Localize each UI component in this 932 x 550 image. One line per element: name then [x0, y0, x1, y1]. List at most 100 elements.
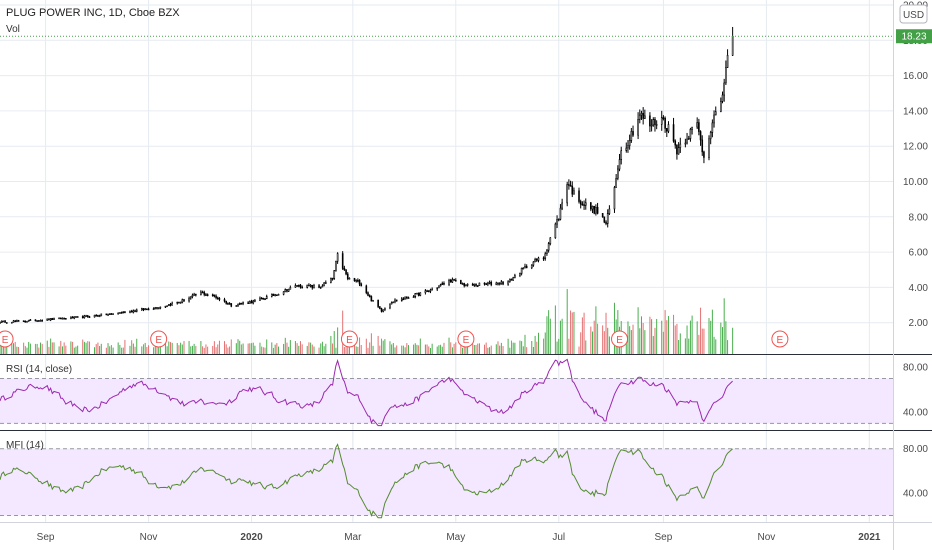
candle-body: [630, 131, 633, 141]
volume-bar: [607, 327, 609, 354]
price-axis[interactable]: 2.004.006.008.0010.0012.0014.0016.0018.0…: [903, 1, 928, 330]
candle-body: [573, 190, 575, 195]
candle-body: [478, 282, 481, 286]
currency-badge-label: USD: [903, 10, 924, 21]
rsi-label: RSI (14, close): [6, 364, 72, 375]
volume-bar: [720, 322, 722, 354]
candle-body: [142, 308, 145, 311]
volume-bar: [509, 347, 511, 354]
candle-body: [81, 316, 84, 319]
candle-body: [39, 320, 42, 322]
volume-bar: [6, 342, 8, 354]
volume-bar: [132, 343, 134, 354]
candle-body: [709, 132, 712, 140]
candle-body: [677, 147, 680, 155]
volume-bar: [536, 341, 538, 354]
candle-body: [85, 315, 87, 318]
volume-bar: [296, 343, 298, 354]
volume-bar: [664, 310, 666, 354]
candle-body: [569, 185, 572, 187]
price-tick-label: 6.00: [909, 248, 929, 259]
volume-bar: [301, 344, 303, 354]
candle-body: [613, 187, 616, 210]
candle-body: [554, 223, 557, 239]
candle-body: [519, 273, 521, 276]
candle-body: [343, 268, 346, 271]
candle-body: [412, 296, 415, 298]
candle-body: [726, 54, 729, 68]
candle-body: [731, 35, 734, 56]
volume-bar: [460, 341, 462, 354]
candle-body: [132, 310, 135, 313]
volume-bar: [195, 345, 197, 354]
volume-bar: [426, 344, 428, 354]
volume-bar: [61, 346, 63, 354]
volume-bar: [377, 335, 379, 354]
volume-bar: [242, 343, 244, 354]
candle-body: [159, 306, 162, 309]
volume-bar: [512, 342, 514, 354]
price-tick-label: 16.00: [903, 71, 928, 82]
currency-badge[interactable]: [899, 4, 928, 24]
volume-bar: [698, 334, 700, 354]
candle-body: [119, 312, 121, 314]
volume-bar: [666, 320, 668, 354]
candle-body: [0, 320, 3, 323]
candle-body: [260, 297, 263, 300]
candle-body: [157, 307, 160, 310]
volume-bar: [394, 347, 396, 354]
volume-bar: [642, 323, 644, 354]
volume-bar: [583, 312, 585, 354]
volume-bar: [264, 347, 266, 354]
candle-body: [59, 317, 62, 320]
volume-bar: [131, 340, 133, 354]
volume-bar: [119, 344, 121, 354]
time-axis[interactable]: Sep Nov 2020 Mar May Jul Sep Nov 2021: [37, 532, 881, 543]
volume-bar: [392, 343, 394, 354]
volume-bar: [477, 343, 479, 354]
candle-body: [179, 301, 182, 304]
candle-body: [642, 112, 644, 119]
volume-bar: [372, 345, 374, 354]
candle-body: [426, 290, 428, 292]
volume-bar: [686, 325, 688, 354]
volume-bar: [259, 342, 261, 354]
candle-body: [46, 318, 49, 321]
candle-body: [289, 287, 292, 290]
volume-bar: [141, 346, 143, 354]
candle-body: [227, 303, 229, 305]
volume-bar: [299, 341, 301, 354]
volume-bar: [308, 342, 310, 354]
candle-body: [242, 302, 244, 304]
candle-body: [195, 293, 197, 296]
candle-body: [640, 112, 643, 116]
volume-bar: [651, 319, 653, 354]
candle-body: [124, 311, 126, 314]
candle-body: [453, 279, 455, 281]
candle-body: [419, 292, 422, 296]
candle-body: [277, 294, 280, 296]
volume-bar: [337, 327, 339, 354]
volume-bar: [418, 345, 420, 354]
volume-bar: [715, 339, 717, 354]
candle-body: [249, 301, 251, 304]
rsi-axis[interactable]: 40.00 80.00: [903, 363, 928, 419]
candle-body: [75, 316, 77, 318]
volume-bar: [365, 338, 367, 354]
price-pane-grid: [0, 0, 893, 522]
volume-bar: [391, 344, 393, 354]
volume-bar: [676, 323, 678, 354]
candle-body: [341, 253, 344, 269]
candle-body: [557, 218, 560, 221]
volume-bar: [320, 343, 322, 354]
volume-bar: [438, 345, 440, 354]
volume-bar: [443, 342, 445, 354]
mfi-axis[interactable]: 40.00 80.00: [903, 444, 928, 500]
candle-body: [471, 283, 474, 286]
volume-bar: [424, 344, 426, 354]
volume-bar: [605, 312, 607, 354]
candle-body: [520, 267, 523, 274]
volume-bar: [359, 337, 361, 354]
